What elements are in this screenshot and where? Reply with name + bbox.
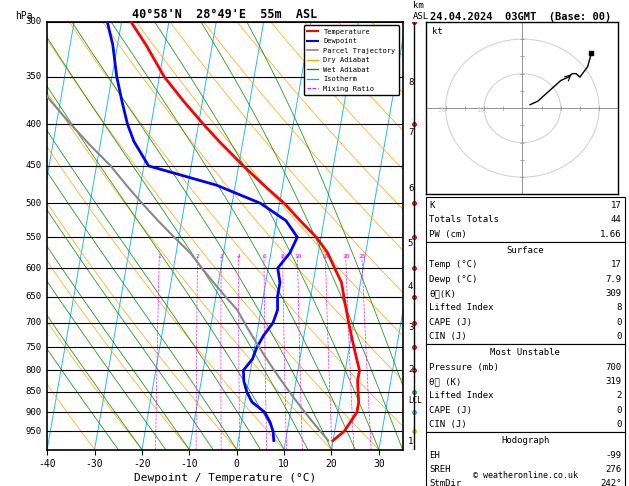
Text: 650: 650 [26,292,42,301]
Text: PW (cm): PW (cm) [429,229,467,239]
Text: 6: 6 [262,254,266,259]
Text: 550: 550 [26,233,42,242]
Text: Most Unstable: Most Unstable [490,348,560,357]
Text: Surface: Surface [506,246,544,255]
Text: Lifted Index: Lifted Index [429,391,494,400]
Text: Pressure (mb): Pressure (mb) [429,363,499,372]
Text: 850: 850 [26,387,42,396]
Text: 600: 600 [26,263,42,273]
Text: Hodograph: Hodograph [501,436,549,445]
Text: 309: 309 [605,289,621,298]
Text: 800: 800 [26,366,42,375]
Text: 0: 0 [616,317,621,327]
Text: 7: 7 [408,128,413,138]
Text: Totals Totals: Totals Totals [429,215,499,225]
Legend: Temperature, Dewpoint, Parcel Trajectory, Dry Adiabat, Wet Adiabat, Isotherm, Mi: Temperature, Dewpoint, Parcel Trajectory… [304,25,399,95]
Text: 400: 400 [26,120,42,129]
Text: -99: -99 [605,451,621,460]
Text: CAPE (J): CAPE (J) [429,405,472,415]
Text: K: K [429,201,435,210]
Text: 7.9: 7.9 [605,275,621,284]
Text: 2: 2 [196,254,199,259]
Text: 10: 10 [294,254,301,259]
Text: 0: 0 [616,332,621,341]
Text: 4: 4 [237,254,240,259]
X-axis label: Dewpoint / Temperature (°C): Dewpoint / Temperature (°C) [134,473,316,484]
Text: 1.66: 1.66 [600,229,621,239]
Text: 1: 1 [157,254,161,259]
Text: 0: 0 [616,405,621,415]
Text: 5: 5 [408,239,413,248]
Text: LCL: LCL [408,396,422,404]
Text: 2: 2 [616,391,621,400]
Text: 8: 8 [281,254,284,259]
Text: 950: 950 [26,427,42,436]
Text: 6: 6 [408,184,413,192]
Text: 10: 10 [476,106,485,113]
Text: 8: 8 [616,303,621,312]
Text: 3: 3 [220,254,223,259]
Text: 24.04.2024  03GMT  (Base: 00): 24.04.2024 03GMT (Base: 00) [430,12,611,22]
Text: 750: 750 [26,343,42,352]
Text: 700: 700 [26,318,42,328]
Text: 17: 17 [611,260,621,269]
Text: 17: 17 [611,201,621,210]
Text: Lifted Index: Lifted Index [429,303,494,312]
Text: StmDir: StmDir [429,479,461,486]
Text: CIN (J): CIN (J) [429,420,467,429]
Text: km
ASL: km ASL [413,1,430,20]
Text: θᴄ(K): θᴄ(K) [429,289,456,298]
Text: 450: 450 [26,161,42,171]
Text: 242°: 242° [600,479,621,486]
Text: 20: 20 [342,254,350,259]
Text: 276: 276 [605,465,621,474]
Text: hPa: hPa [15,11,33,20]
Text: kt: kt [432,27,443,36]
Text: 2: 2 [408,365,413,374]
Text: EH: EH [429,451,440,460]
Text: 44: 44 [611,215,621,225]
Text: 300: 300 [26,17,42,26]
Text: 0: 0 [616,420,621,429]
Text: Temp (°C): Temp (°C) [429,260,477,269]
Text: CIN (J): CIN (J) [429,332,467,341]
Text: 8: 8 [408,78,413,87]
Text: θᴄ (K): θᴄ (K) [429,377,461,386]
Text: 350: 350 [26,72,42,81]
Text: CAPE (J): CAPE (J) [429,317,472,327]
Text: 700: 700 [605,363,621,372]
Text: 25: 25 [359,254,366,259]
Title: 40°58'N  28°49'E  55m  ASL: 40°58'N 28°49'E 55m ASL [132,8,318,21]
Text: SREH: SREH [429,465,450,474]
Text: 20: 20 [438,106,447,113]
Text: © weatheronline.co.uk: © weatheronline.co.uk [473,471,577,480]
Text: 319: 319 [605,377,621,386]
Text: 15: 15 [321,254,329,259]
Text: Dewp (°C): Dewp (°C) [429,275,477,284]
Text: 500: 500 [26,199,42,208]
Text: 4: 4 [408,282,413,291]
Text: 3: 3 [408,323,413,332]
Text: 900: 900 [26,408,42,417]
Text: 1: 1 [408,437,413,446]
